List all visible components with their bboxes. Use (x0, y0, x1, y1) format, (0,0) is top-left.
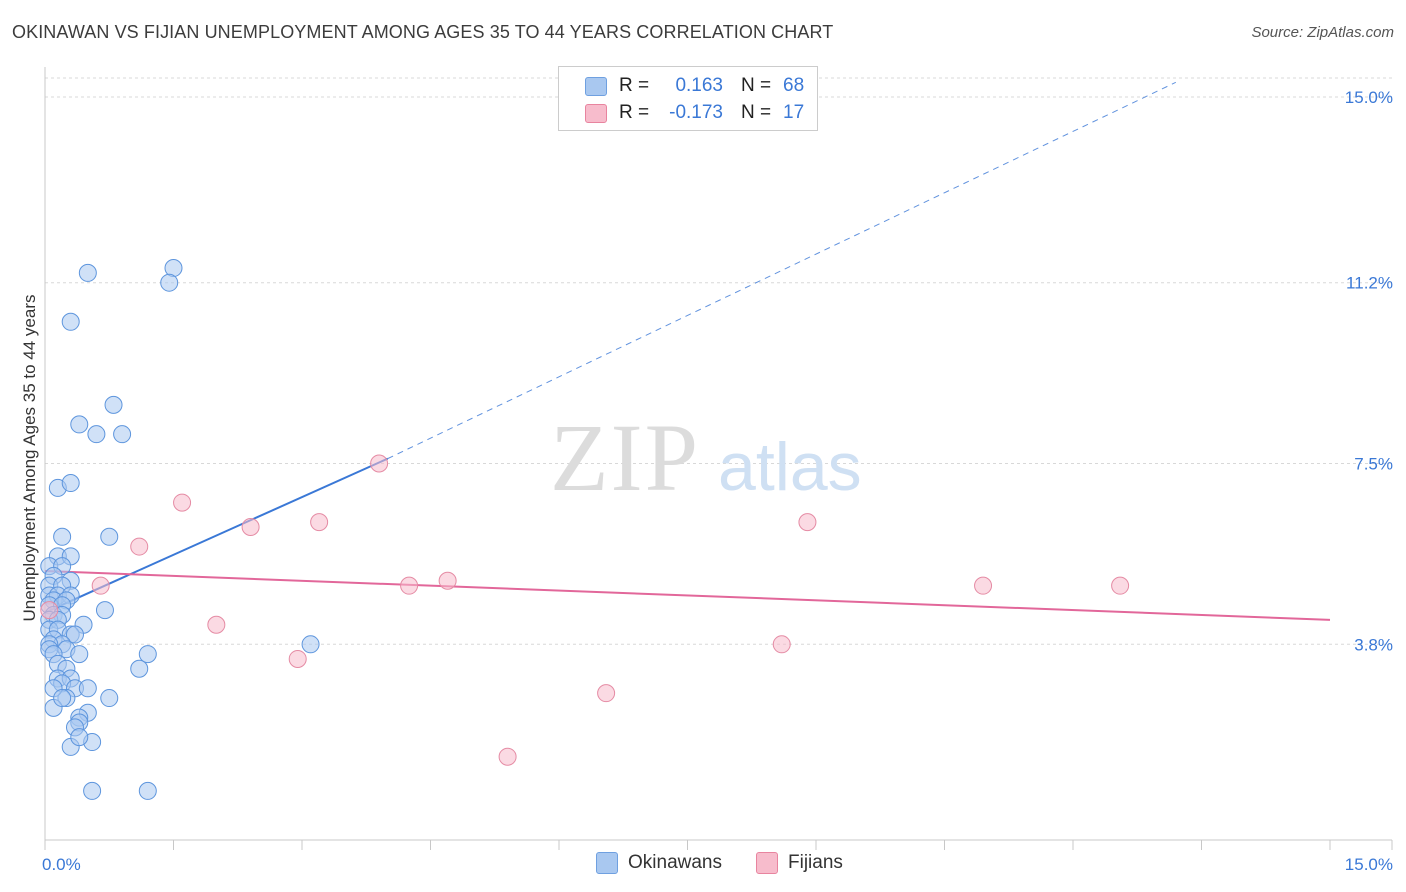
fijians-point (597, 684, 616, 703)
fijians-point (400, 576, 419, 595)
okinawans-point (100, 527, 119, 546)
okinawans-point (70, 415, 89, 434)
okinawans-point (70, 728, 89, 747)
okinawans-point (100, 689, 119, 708)
legend-item-fijians[interactable]: Fijians (756, 852, 843, 874)
y-tick-label: 7.5% (1354, 455, 1393, 474)
fijians-point (310, 513, 329, 532)
fijians-point (438, 571, 457, 590)
data-points (40, 259, 1130, 800)
series-legend: Okinawans Fijians (0, 852, 1406, 876)
legend-swatch-okinawans (585, 76, 607, 96)
okinawans-point (83, 781, 102, 800)
legend-n-label: N = (741, 102, 772, 123)
y-tick-label: 15.0% (1345, 88, 1393, 107)
legend-swatch-fijians (756, 852, 778, 874)
legend-n-value: 68 (783, 75, 805, 96)
y-tick-label: 11.2% (1346, 274, 1393, 293)
tick-labels: 3.8% 7.5% 11.2% 15.0% 0.0% 15.0% (42, 88, 1393, 874)
stats-legend: R = 0.163 N = 68 R = -0.173 N = 17 (558, 66, 818, 131)
okinawans-point (53, 527, 72, 546)
legend-n-value: 17 (783, 102, 805, 123)
fijians-point (798, 513, 817, 532)
watermark-atlas: atlas (718, 429, 862, 505)
legend-row-okinawans: R = 0.163 N = 68 (585, 74, 804, 98)
okinawans-point (70, 645, 89, 664)
okinawans-point (65, 625, 84, 644)
legend-label-okinawans: Okinawans (628, 852, 722, 873)
fijians-point (173, 493, 192, 512)
legend-r-value: -0.173 (669, 102, 723, 123)
legend-r-label: R = (619, 102, 650, 123)
fijians-point (130, 537, 149, 556)
okinawans-point (160, 273, 179, 292)
okinawans-point (104, 395, 123, 414)
legend-r-label: R = (619, 75, 650, 96)
legend-item-okinawans[interactable]: Okinawans (596, 852, 722, 874)
legend-label-fijians: Fijians (788, 852, 843, 873)
okinawans-point (113, 425, 132, 444)
okinawans-point (61, 312, 80, 331)
fijians-point (207, 615, 226, 634)
fijians-point (370, 454, 389, 473)
fijians-point (91, 576, 110, 595)
okinawans-point (78, 679, 97, 698)
okinawans-point (87, 425, 106, 444)
fijians-point (40, 601, 59, 620)
okinawans-point (130, 659, 149, 678)
okinawans-point (138, 645, 157, 664)
okinawans-point (61, 474, 80, 493)
watermark: ZIP atlas (550, 404, 862, 511)
y-tick-label: 3.8% (1354, 635, 1393, 654)
okinawans-point (138, 781, 157, 800)
okinawans-point (53, 689, 72, 708)
legend-row-fijians: R = -0.173 N = 17 (585, 101, 804, 125)
okinawans-point (301, 635, 320, 654)
trend-line-okinawans-extension (387, 81, 1177, 460)
fijians-point (1111, 576, 1130, 595)
legend-swatch-okinawans (596, 852, 618, 874)
x-tick-label: 0.0% (42, 855, 81, 874)
axes (44, 67, 1393, 850)
fijians-point (241, 518, 260, 537)
x-tick-label: 15.0% (1345, 855, 1393, 874)
watermark-zip: ZIP (550, 404, 700, 511)
okinawans-point (95, 601, 114, 620)
source-label: Source: ZipAtlas.com (1251, 24, 1394, 41)
fijians-point (974, 576, 993, 595)
grid-lines (45, 77, 1392, 645)
fijians-point (772, 635, 791, 654)
okinawans-point (78, 263, 97, 282)
trend-lines (44, 81, 1331, 621)
legend-r-value: 0.163 (675, 75, 723, 96)
trend-line-fijians (44, 570, 1331, 621)
fijians-point (288, 649, 307, 668)
legend-n-label: N = (741, 75, 772, 96)
legend-swatch-fijians (585, 103, 607, 123)
fijians-point (498, 747, 517, 766)
chart-title: OKINAWAN VS FIJIAN UNEMPLOYMENT AMONG AG… (12, 22, 834, 42)
